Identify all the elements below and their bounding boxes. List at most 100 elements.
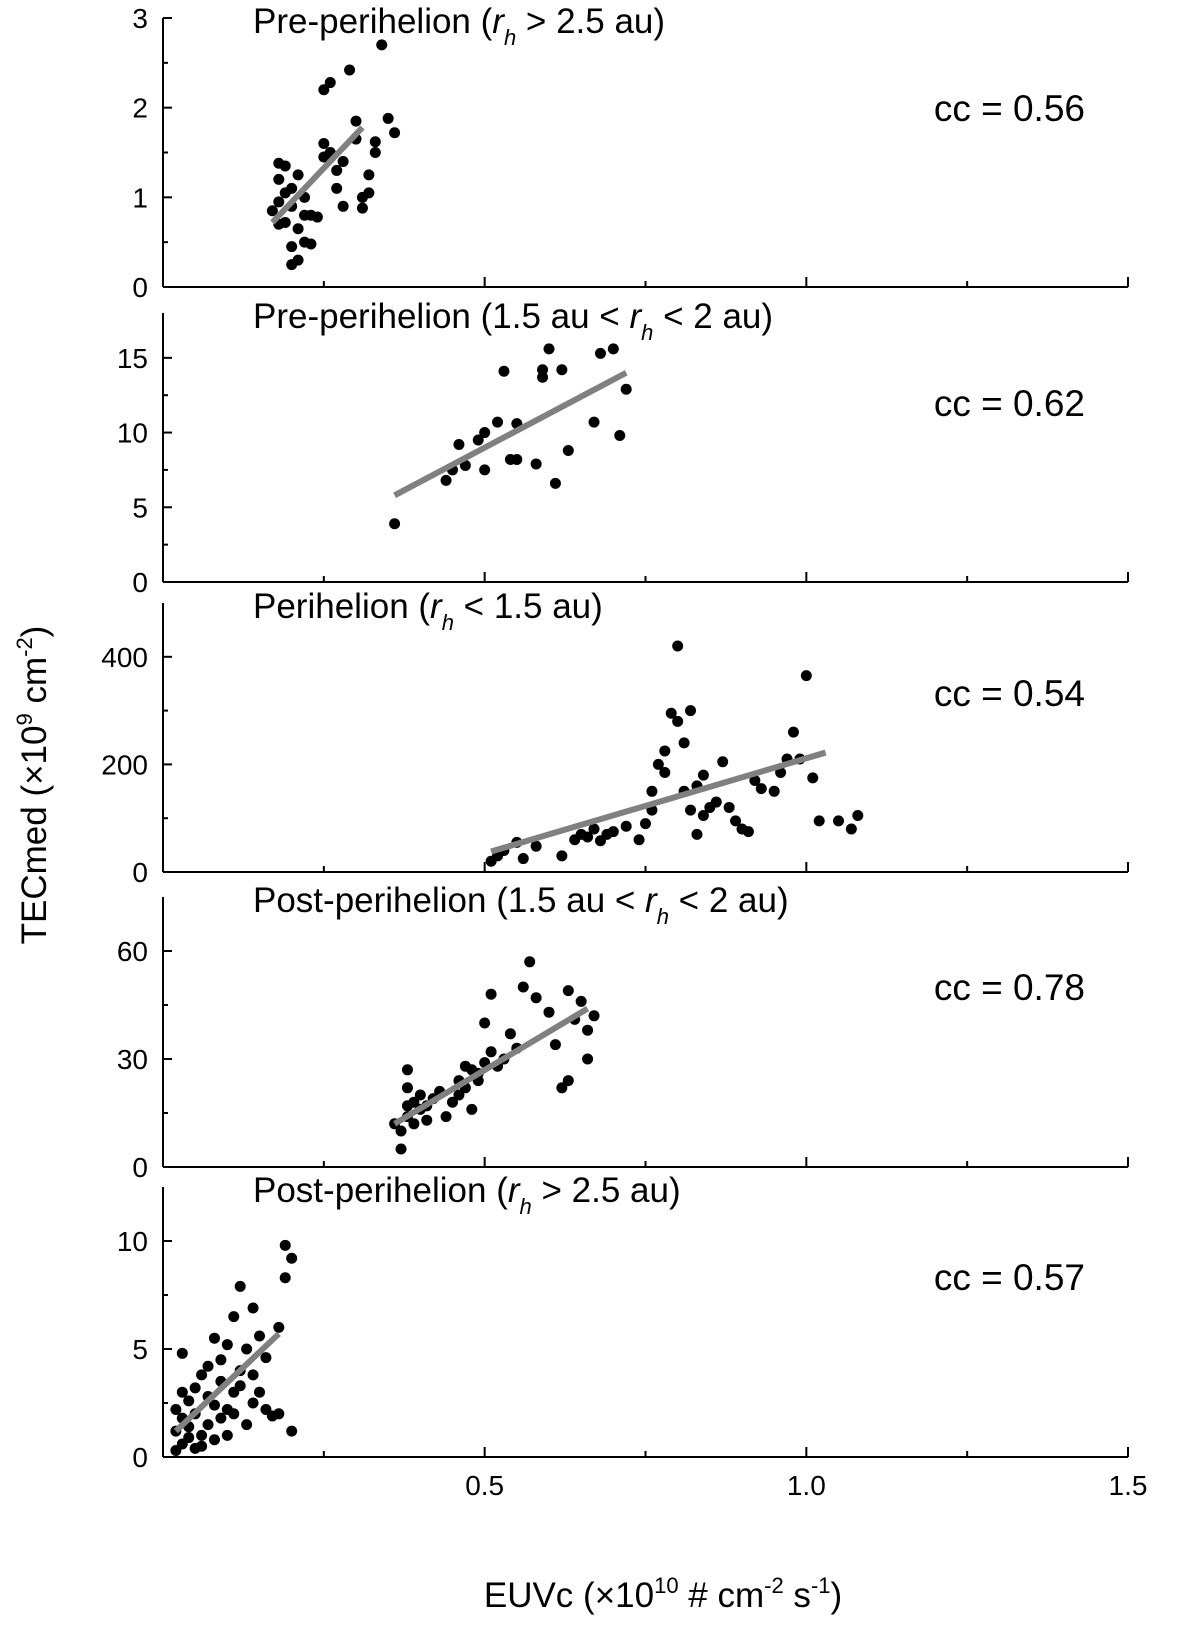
data-point: [607, 343, 619, 355]
data-point: [833, 815, 844, 827]
data-point: [189, 1382, 201, 1394]
data-point: [273, 173, 285, 185]
y-label-times: ×10: [15, 726, 54, 785]
y-tick-label: 60: [117, 936, 148, 967]
y-tick-label: 1: [132, 182, 148, 213]
data-point: [710, 796, 722, 808]
data-point: [466, 1103, 478, 1115]
data-point: [324, 77, 336, 89]
data-point: [241, 1343, 253, 1355]
data-point: [395, 1125, 407, 1137]
data-point: [273, 1408, 285, 1420]
y-label-exp: 9: [12, 713, 37, 725]
data-point: [620, 820, 632, 832]
panel-5: 0 5 10 Post-perihelion (rh > 2.5 au) cc = 0.…: [117, 1171, 1129, 1473]
title-subscript-h: h: [520, 1194, 532, 1219]
data-point: [485, 988, 497, 1000]
data-point: [421, 1114, 433, 1126]
data-point: [498, 365, 510, 377]
data-point: [582, 1024, 594, 1036]
cc-label: cc = 0.78: [934, 967, 1085, 1008]
data-point: [652, 758, 664, 770]
data-point: [183, 1432, 195, 1444]
fit-line: [393, 1006, 590, 1127]
x-label-close: ): [831, 1576, 843, 1615]
y-tick-label: 30: [117, 1044, 148, 1075]
data-point: [588, 823, 600, 835]
data-point: [363, 187, 375, 199]
data-point: [247, 1397, 259, 1409]
data-point: [665, 707, 677, 719]
y-tick-label: 5: [132, 1334, 148, 1365]
data-point: [479, 464, 491, 476]
data-point: [614, 430, 626, 442]
data-point: [691, 828, 703, 840]
data-point: [241, 1419, 253, 1431]
data-point: [331, 182, 343, 194]
data-point: [202, 1360, 214, 1372]
x-label-exp3: -1: [811, 1573, 831, 1598]
panel-3: 0 200 400 Perihelion (rh < 1.5 au) cc = 0.54: [101, 587, 1129, 888]
panel-4: 0 30 60 Post-perihelion (1.5 au < rh < 2 au…: [117, 881, 1129, 1183]
data-point: [582, 1053, 594, 1065]
data-point: [260, 1352, 272, 1364]
y-label-close: ): [15, 626, 54, 638]
panel-1: 0 1 2 3 Pre-perihelion (rh > 2.5 au) cc = 0.5…: [132, 2, 1129, 303]
data-point: [524, 956, 536, 968]
data-point: [170, 1403, 182, 1415]
data-point: [389, 518, 401, 530]
data-point: [755, 783, 767, 795]
fit-line: [490, 749, 827, 855]
title-text: > 2.5 au): [532, 1171, 681, 1210]
panel-title: Post-perihelion (rh > 2.5 au): [253, 1171, 681, 1219]
data-point: [768, 785, 780, 797]
y-label-unit: cm: [15, 657, 54, 713]
data-point: [517, 981, 529, 993]
data-point: [183, 1395, 195, 1407]
data-point: [305, 238, 317, 250]
panel-title: Pre-perihelion (1.5 au < rh < 2 au): [253, 297, 773, 345]
data-point: [215, 1412, 227, 1424]
y-tick-label: 10: [117, 1226, 148, 1257]
title-italic-r: r: [645, 881, 658, 920]
data-point: [196, 1440, 208, 1452]
title-text: Perihelion (: [253, 587, 430, 626]
y-tick-label: 400: [101, 642, 148, 673]
data-point: [607, 826, 619, 838]
x-label-exp2: -2: [764, 1573, 784, 1598]
data-point: [292, 169, 304, 181]
data-point: [350, 115, 362, 127]
data-point: [279, 1272, 291, 1284]
data-point: [852, 810, 864, 822]
data-point: [273, 196, 285, 208]
fit-line: [173, 1331, 281, 1434]
data-point: [234, 1380, 246, 1392]
panel-title: Perihelion (rh < 1.5 au): [253, 587, 603, 635]
data-point: [504, 1028, 516, 1040]
data-point: [273, 1321, 285, 1333]
x-label-unit2: s: [784, 1576, 811, 1615]
data-point: [215, 1354, 227, 1366]
data-point: [588, 416, 600, 428]
x-tick-label: 1.0: [787, 1470, 826, 1501]
data-point: [723, 801, 735, 813]
data-point: [344, 64, 356, 76]
data-point: [401, 1064, 413, 1076]
data-point: [228, 1408, 240, 1420]
data-point: [221, 1429, 233, 1441]
cc-label: cc = 0.62: [934, 383, 1085, 424]
title-italic-r: r: [508, 1171, 521, 1210]
data-point: [395, 1143, 407, 1155]
y-tick-label: 0: [132, 272, 148, 303]
data-point: [369, 147, 381, 158]
data-point: [685, 804, 697, 816]
panel-title: Post-perihelion (1.5 au < rh < 2 au): [253, 881, 789, 929]
x-label-unit1: # cm: [679, 1576, 765, 1615]
data-point: [845, 823, 857, 835]
data-point: [247, 1302, 259, 1314]
data-point: [196, 1429, 208, 1441]
data-point: [588, 1010, 600, 1022]
data-point: [311, 211, 323, 223]
data-point: [369, 136, 381, 148]
panel-2: 0 5 10 15 Pre-perihelion (1.5 au < rh < 2 au…: [117, 297, 1129, 598]
